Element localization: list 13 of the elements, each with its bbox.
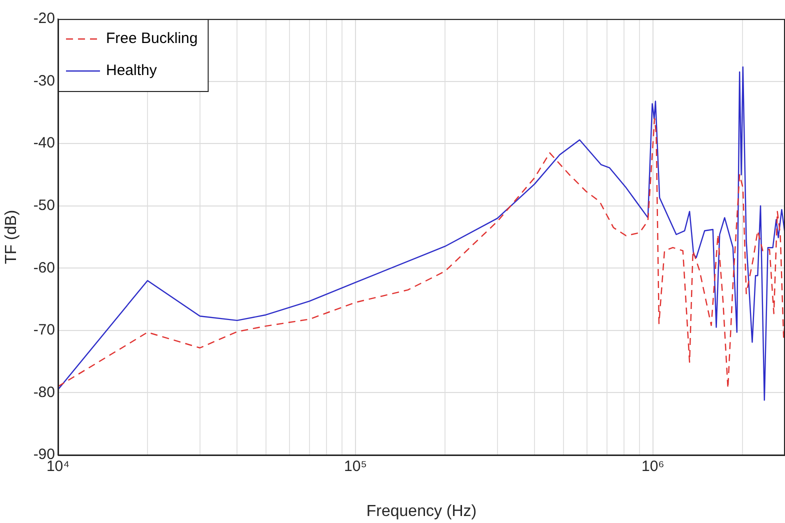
y-axis-title: TF (dB) <box>3 210 20 264</box>
legend-label: Healthy <box>106 62 158 80</box>
y-tick-label: -70 <box>33 322 55 339</box>
x-tick-label: 10⁵ <box>344 458 367 476</box>
y-tick-label: -30 <box>33 72 55 90</box>
y-tick-label: -20 <box>33 10 55 28</box>
legend-label: Free Buckling <box>106 30 198 48</box>
y-tick-label: -80 <box>33 384 55 401</box>
x-axis-title: Frequency (Hz) <box>366 502 477 520</box>
y-tick-label: -50 <box>33 197 55 214</box>
y-tick-label: -60 <box>33 259 55 276</box>
x-tick-label: 10⁶ <box>641 458 664 476</box>
y-tick-label: -40 <box>33 134 55 152</box>
